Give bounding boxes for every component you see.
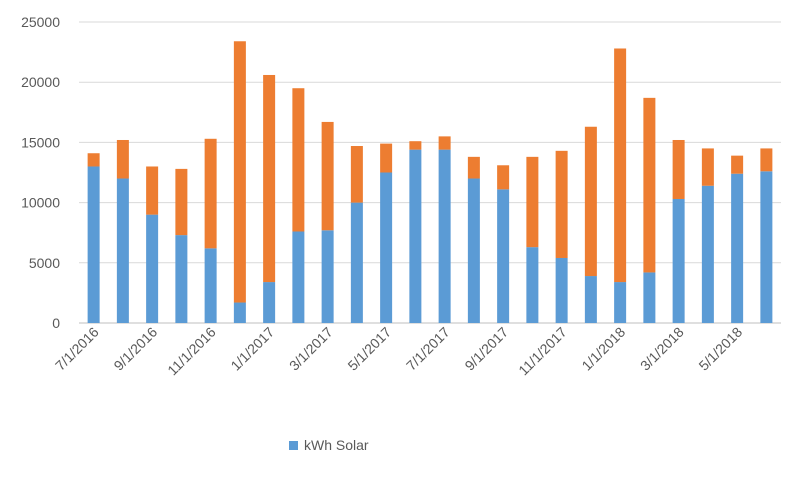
x-tick-label: 1/1/2017: [227, 324, 277, 374]
bar-segment-2: [497, 165, 510, 190]
bar-kwh-solar: [263, 282, 276, 323]
bar-kwh-solar: [731, 173, 744, 323]
bar-kwh-solar: [204, 248, 217, 323]
x-tick-label: 3/1/2018: [637, 324, 687, 374]
bars: [87, 41, 773, 323]
bar-kwh-solar: [438, 149, 451, 323]
bar-segment-2: [116, 139, 129, 179]
legend-label-kwh-solar: kWh Solar: [304, 437, 369, 453]
bar-kwh-solar: [321, 230, 334, 323]
y-tick-label: 15000: [21, 134, 60, 150]
x-tick-label: 9/1/2017: [461, 324, 511, 374]
bar-kwh-solar: [233, 302, 246, 323]
bar-segment-2: [614, 48, 627, 283]
bar-kwh-solar: [526, 247, 539, 323]
bar-kwh-solar: [467, 178, 480, 323]
legend: kWh Solar: [289, 437, 369, 453]
bar-segment-2: [87, 153, 100, 167]
y-tick-label: 5000: [29, 255, 60, 271]
bar-segment-2: [409, 141, 422, 150]
bar-kwh-solar: [643, 272, 656, 323]
y-tick-label: 10000: [21, 195, 60, 211]
bar-kwh-solar: [760, 171, 773, 323]
x-tick-label: 1/1/2018: [578, 324, 628, 374]
bar-segment-2: [584, 126, 597, 277]
bar-segment-2: [643, 97, 656, 273]
bar-segment-2: [672, 139, 685, 199]
bar-segment-2: [233, 41, 246, 303]
x-tick-label: 7/1/2016: [52, 324, 102, 374]
bar-kwh-solar: [292, 231, 305, 323]
legend-swatch-kwh-solar: [289, 440, 298, 450]
bar-segment-2: [146, 166, 159, 215]
y-tick-label: 0: [52, 315, 60, 331]
x-tick-label: 5/1/2017: [344, 324, 394, 374]
bar-segment-2: [555, 150, 568, 258]
x-tick-label: 9/1/2016: [110, 324, 160, 374]
x-tick-label: 11/1/2017: [515, 324, 570, 379]
bar-kwh-solar: [175, 235, 188, 323]
x-tick-label: 5/1/2018: [695, 324, 745, 374]
bar-segment-2: [321, 121, 334, 231]
bar-kwh-solar: [701, 185, 714, 323]
bar-kwh-solar: [380, 172, 393, 323]
bar-segment-2: [350, 146, 363, 203]
y-tick-label: 20000: [21, 74, 60, 90]
bar-segment-2: [380, 143, 393, 173]
bar-segment-2: [292, 88, 305, 232]
bar-segment-2: [204, 138, 217, 249]
bar-segment-2: [701, 148, 714, 186]
bar-segment-2: [263, 74, 276, 283]
bar-segment-2: [731, 155, 744, 174]
bar-kwh-solar: [672, 198, 685, 323]
x-tick-label: 11/1/2016: [164, 324, 219, 379]
bar-segment-2: [467, 156, 480, 179]
bar-kwh-solar: [497, 189, 510, 323]
bar-kwh-solar: [87, 166, 100, 323]
bar-kwh-solar: [584, 276, 597, 323]
bar-segment-2: [175, 168, 188, 236]
x-tick-label: 3/1/2017: [286, 324, 336, 374]
bar-kwh-solar: [555, 257, 568, 323]
x-tick-label: 7/1/2017: [403, 324, 453, 374]
bar-kwh-solar: [409, 149, 422, 323]
bar-kwh-solar: [614, 282, 627, 323]
bar-kwh-solar: [116, 178, 129, 323]
bar-kwh-solar: [350, 202, 363, 323]
y-tick-label: 25000: [21, 14, 60, 30]
bar-kwh-solar: [146, 214, 159, 323]
gridlines: [79, 21, 781, 324]
bar-segment-2: [438, 136, 451, 150]
bar-segment-2: [760, 148, 773, 172]
bar-segment-2: [526, 156, 539, 248]
